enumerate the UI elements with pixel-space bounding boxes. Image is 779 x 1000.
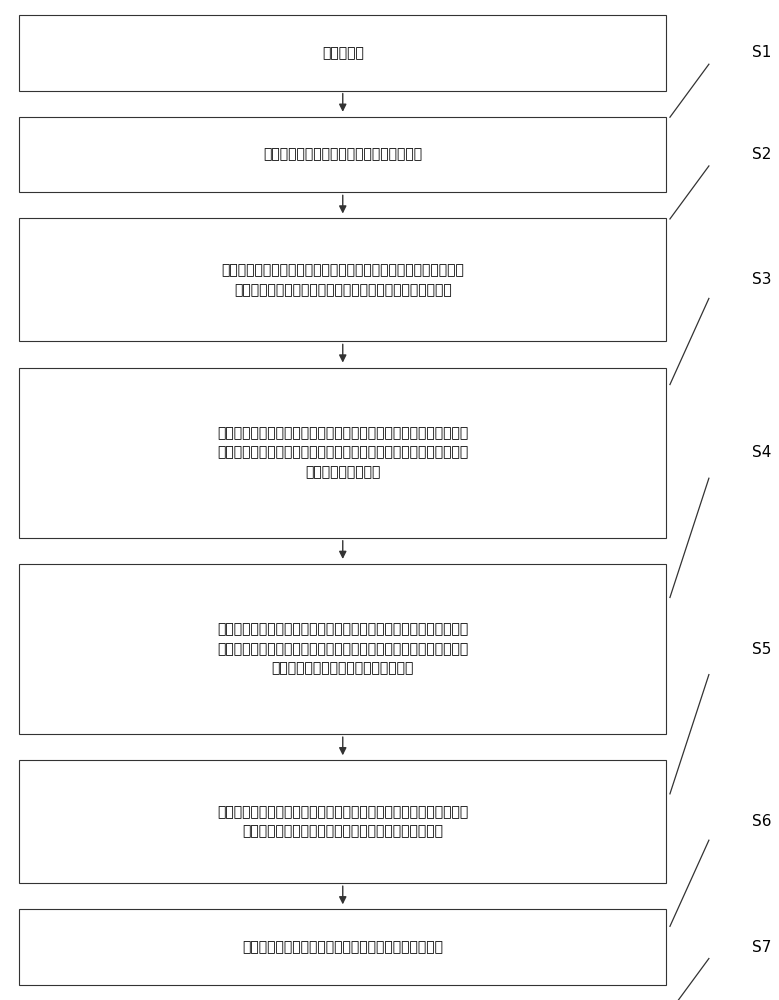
Text: 提供一载体: 提供一载体 bbox=[322, 46, 364, 60]
Bar bbox=[19, 15, 666, 91]
Text: 提供用电芯片，将所述用电芯片设置于所述再布线层表面，所述用电
芯片经由多个微凸块实现与所述低电压供电轨道的对接: 提供用电芯片，将所述用电芯片设置于所述再布线层表面，所述用电 芯片经由多个微凸块… bbox=[217, 805, 468, 839]
Bar bbox=[19, 117, 666, 192]
Text: 剥离所述载体，形成与所述金属引线相连接的焊料凸块: 剥离所述载体，形成与所述金属引线相连接的焊料凸块 bbox=[242, 940, 443, 954]
Bar bbox=[19, 760, 666, 883]
Text: S6: S6 bbox=[752, 814, 771, 829]
Text: 在所述封装材料表面形成再布线层，所述再布线层将所述金属引线、
所述有源模块及所述无源模块电连接；所述有源模块、所述无源模块
及所述再布线层共同构成供电传输系统: 在所述封装材料表面形成再布线层，所述再布线层将所述金属引线、 所述有源模块及所述… bbox=[217, 623, 468, 676]
Text: 将有源模块及无源模块设置于所述载体形成有所述金属引线的表面
上，并在所述有源模块及所述无源模块表面形成金属连接柱: 将有源模块及无源模块设置于所述载体形成有所述金属引线的表面 上，并在所述有源模块… bbox=[221, 263, 464, 297]
Text: S1: S1 bbox=[752, 45, 771, 60]
Text: S3: S3 bbox=[752, 272, 771, 287]
Text: S7: S7 bbox=[752, 940, 771, 955]
Text: 使用塑封材料将所述金属引线、所述有源模块、所述无源模块及所述
金属连接柱塑封成型，并去除部分所述塑封材料以裸露出所述金属引
线及所述金属连接柱: 使用塑封材料将所述金属引线、所述有源模块、所述无源模块及所述 金属连接柱塑封成型… bbox=[217, 426, 468, 479]
Text: S5: S5 bbox=[752, 642, 771, 657]
Bar bbox=[19, 564, 666, 734]
Bar bbox=[19, 218, 666, 341]
Bar bbox=[19, 909, 666, 985]
Text: S2: S2 bbox=[752, 147, 771, 162]
Text: 采用引线键合工艺在所述载体表面金属引线: 采用引线键合工艺在所述载体表面金属引线 bbox=[263, 148, 422, 162]
Bar bbox=[19, 368, 666, 538]
Text: S4: S4 bbox=[752, 445, 771, 460]
